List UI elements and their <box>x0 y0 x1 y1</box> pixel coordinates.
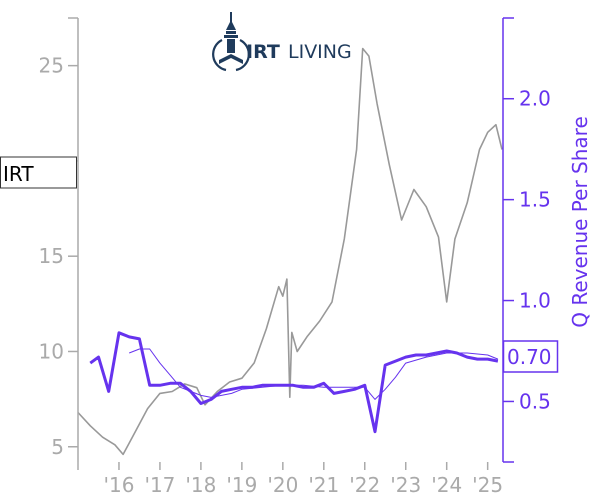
axes: 5 10 15 25 0.5 1.0 1.5 2.0 '16 '17 '18 '19 '20 '21 '22… <box>39 17 551 497</box>
series-line-price <box>77 47 503 456</box>
x-tick-label: '16 <box>103 473 134 497</box>
logo-text-light: LIVING <box>288 41 352 63</box>
last-value-box: 0.70 <box>502 340 559 373</box>
right-tick-label: 2.0 <box>519 87 551 111</box>
ticker-box: IRT <box>0 156 77 189</box>
left-tick-label: 15 <box>39 244 64 268</box>
right-axis-label: Q Revenue Per Share <box>568 116 592 328</box>
x-tick-label: '24 <box>431 473 462 497</box>
irt-living-logo: IRT LIVING <box>212 12 352 72</box>
x-tick-label: '19 <box>226 473 257 497</box>
series-line-revenue <box>89 331 499 434</box>
logo-text-bold: IRT <box>246 41 280 63</box>
last-value-label: 0.70 <box>507 345 552 369</box>
plot-area <box>77 47 503 456</box>
ticker-label: IRT <box>3 162 34 186</box>
building-icon <box>212 12 250 72</box>
series-line-revenue_trend <box>129 348 499 400</box>
left-tick-label: 5 <box>51 435 64 459</box>
right-tick-label: 1.0 <box>519 289 551 313</box>
x-tick-label: '21 <box>308 473 339 497</box>
x-tick-label: '25 <box>472 473 503 497</box>
left-tick-label: 10 <box>39 339 64 363</box>
right-tick-label: 1.5 <box>519 188 551 212</box>
left-tick-label: 25 <box>39 54 64 78</box>
x-tick-label: '18 <box>185 473 216 497</box>
right-tick-label: 0.5 <box>519 389 551 413</box>
x-tick-label: '20 <box>267 473 298 497</box>
x-tick-label: '23 <box>390 473 421 497</box>
x-tick-label: '22 <box>349 473 380 497</box>
x-tick-label: '17 <box>144 473 175 497</box>
